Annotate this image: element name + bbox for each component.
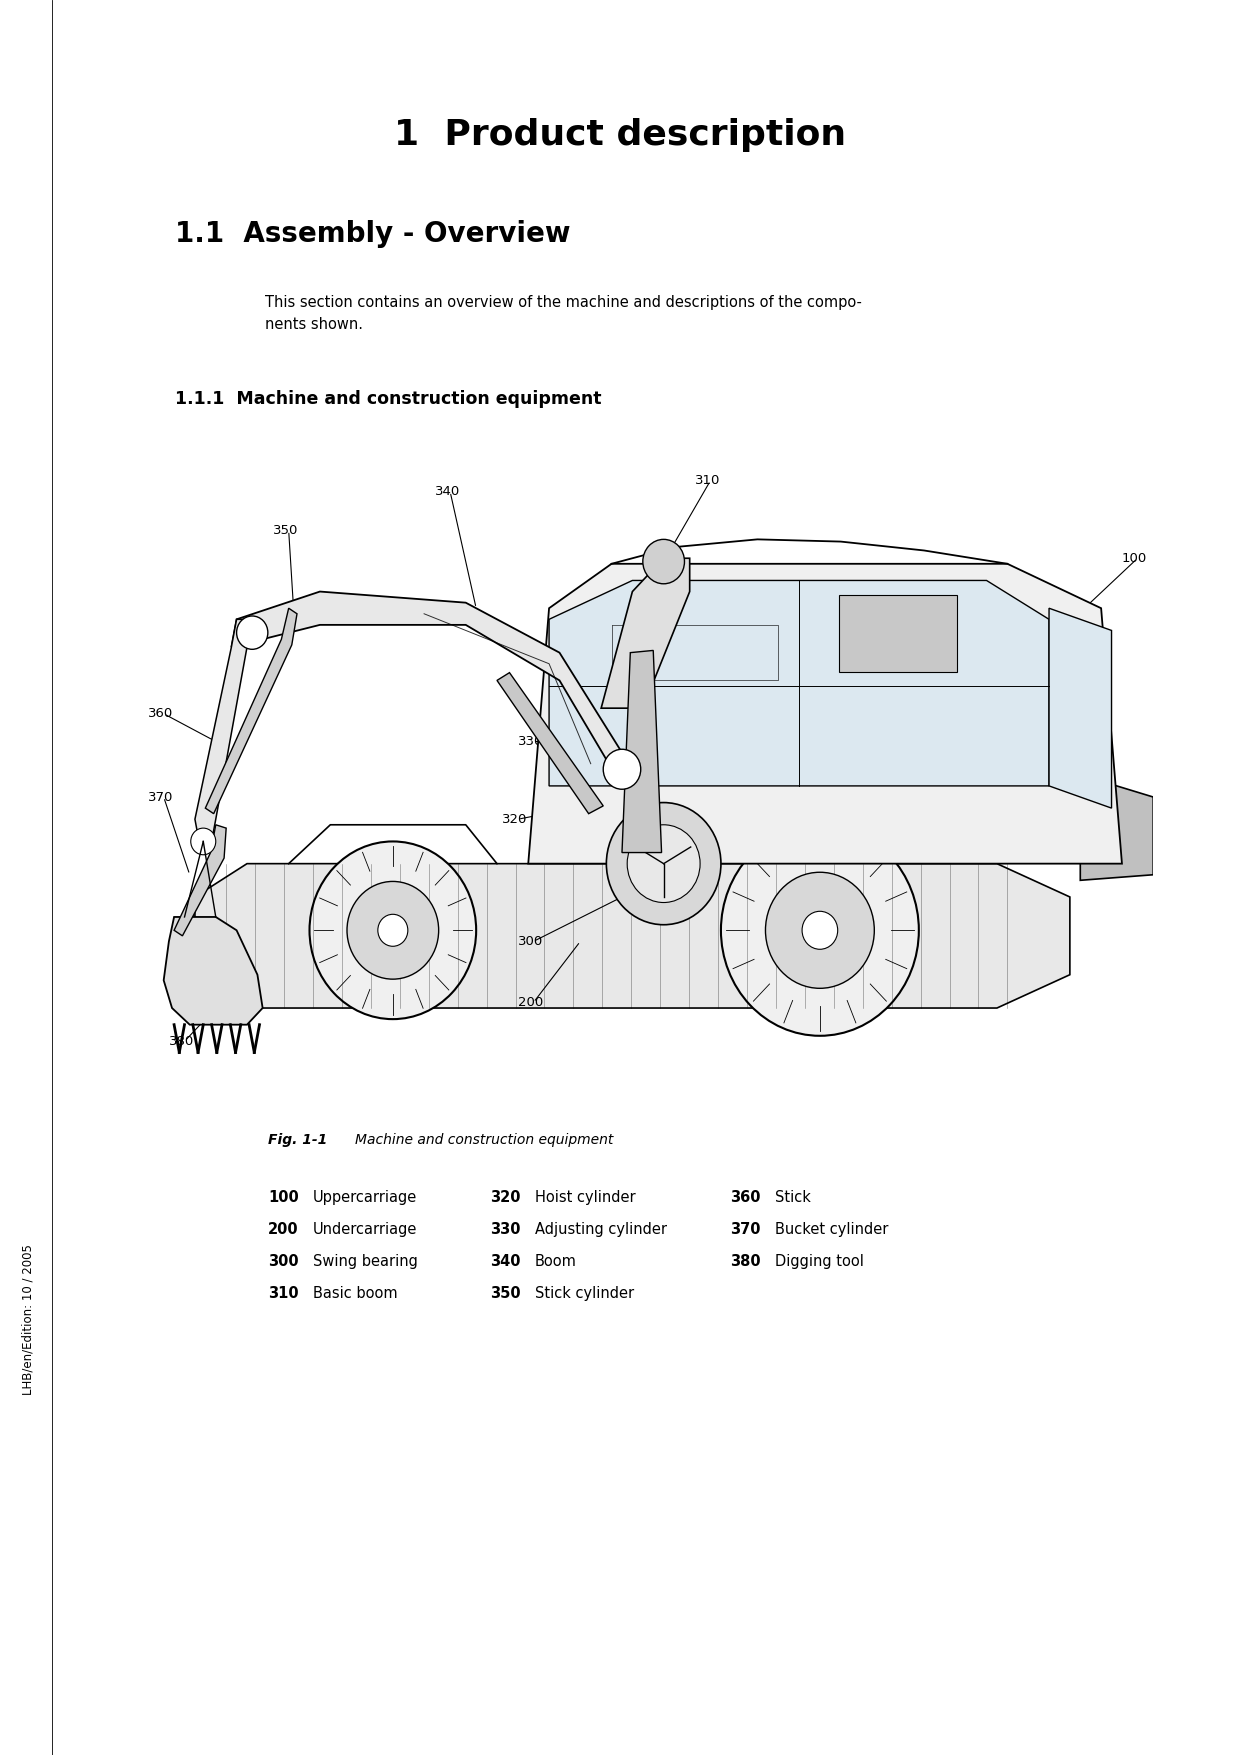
Text: 360: 360 bbox=[148, 707, 174, 720]
Circle shape bbox=[720, 825, 919, 1035]
Text: This section contains an overview of the machine and descriptions of the compo-
: This section contains an overview of the… bbox=[265, 295, 862, 332]
Text: 310: 310 bbox=[268, 1286, 299, 1300]
Text: 100: 100 bbox=[268, 1190, 299, 1206]
Polygon shape bbox=[174, 825, 226, 935]
Text: 350: 350 bbox=[273, 525, 299, 537]
Text: Basic boom: Basic boom bbox=[312, 1286, 398, 1300]
Text: Undercarriage: Undercarriage bbox=[312, 1221, 418, 1237]
Text: Swing bearing: Swing bearing bbox=[312, 1255, 418, 1269]
Text: 300: 300 bbox=[268, 1255, 299, 1269]
Text: Stick cylinder: Stick cylinder bbox=[534, 1286, 634, 1300]
Polygon shape bbox=[549, 581, 1049, 786]
Text: 380: 380 bbox=[730, 1255, 760, 1269]
Circle shape bbox=[378, 914, 408, 946]
Text: LHB/en/Edition: 10 / 2005: LHB/en/Edition: 10 / 2005 bbox=[21, 1244, 35, 1395]
Text: 100: 100 bbox=[1122, 551, 1147, 565]
Text: 380: 380 bbox=[169, 1035, 195, 1048]
Polygon shape bbox=[1080, 774, 1153, 881]
Circle shape bbox=[347, 881, 439, 979]
Polygon shape bbox=[206, 609, 298, 814]
Circle shape bbox=[237, 616, 268, 649]
Text: Boom: Boom bbox=[534, 1255, 577, 1269]
Text: 200: 200 bbox=[268, 1221, 299, 1237]
Text: 340: 340 bbox=[434, 484, 460, 498]
Text: 1.1  Assembly - Overview: 1.1 Assembly - Overview bbox=[175, 219, 570, 247]
Polygon shape bbox=[1049, 609, 1111, 807]
Text: Uppercarriage: Uppercarriage bbox=[312, 1190, 417, 1206]
Text: Digging tool: Digging tool bbox=[775, 1255, 864, 1269]
Polygon shape bbox=[497, 672, 603, 814]
FancyBboxPatch shape bbox=[838, 595, 957, 672]
Circle shape bbox=[603, 749, 641, 790]
Circle shape bbox=[627, 825, 701, 902]
Text: 360: 360 bbox=[730, 1190, 760, 1206]
Polygon shape bbox=[528, 563, 1122, 863]
Text: 1.1.1  Machine and construction equipment: 1.1.1 Machine and construction equipment bbox=[175, 390, 601, 407]
Text: 1  Product description: 1 Product description bbox=[394, 118, 846, 153]
Text: 370: 370 bbox=[148, 790, 174, 804]
Polygon shape bbox=[232, 591, 622, 786]
Text: Stick: Stick bbox=[775, 1190, 811, 1206]
Text: 320: 320 bbox=[490, 1190, 521, 1206]
Polygon shape bbox=[195, 863, 1070, 1007]
Text: Adjusting cylinder: Adjusting cylinder bbox=[534, 1221, 667, 1237]
Circle shape bbox=[606, 802, 720, 925]
Text: Machine and construction equipment: Machine and construction equipment bbox=[355, 1134, 614, 1148]
Polygon shape bbox=[195, 620, 252, 848]
Polygon shape bbox=[601, 558, 689, 709]
Text: 330: 330 bbox=[490, 1221, 521, 1237]
Text: Hoist cylinder: Hoist cylinder bbox=[534, 1190, 636, 1206]
Text: 310: 310 bbox=[694, 474, 720, 486]
Text: 340: 340 bbox=[490, 1255, 521, 1269]
Polygon shape bbox=[164, 916, 263, 1025]
Text: 330: 330 bbox=[518, 735, 543, 748]
Text: Fig. 1-1: Fig. 1-1 bbox=[268, 1134, 327, 1148]
Text: 300: 300 bbox=[518, 935, 543, 948]
Circle shape bbox=[191, 828, 216, 855]
Text: 350: 350 bbox=[490, 1286, 521, 1300]
Text: 370: 370 bbox=[730, 1221, 760, 1237]
Polygon shape bbox=[622, 651, 662, 853]
Text: 320: 320 bbox=[502, 813, 527, 827]
Circle shape bbox=[802, 911, 838, 949]
Circle shape bbox=[310, 841, 476, 1020]
Circle shape bbox=[642, 539, 684, 584]
Circle shape bbox=[765, 872, 874, 988]
Text: 200: 200 bbox=[518, 997, 543, 1009]
Text: Bucket cylinder: Bucket cylinder bbox=[775, 1221, 888, 1237]
